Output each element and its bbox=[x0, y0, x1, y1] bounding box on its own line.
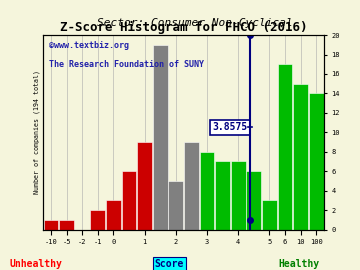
Text: The Research Foundation of SUNY: The Research Foundation of SUNY bbox=[49, 60, 204, 69]
Text: Score: Score bbox=[154, 259, 184, 269]
Text: 3.8575: 3.8575 bbox=[213, 122, 248, 133]
Text: ©www.textbiz.org: ©www.textbiz.org bbox=[49, 41, 129, 50]
Text: Unhealthy: Unhealthy bbox=[10, 259, 62, 269]
Bar bbox=[44, 220, 58, 229]
Bar bbox=[59, 220, 74, 229]
Bar bbox=[106, 200, 121, 230]
Text: Sector: Consumer Non-Cyclical: Sector: Consumer Non-Cyclical bbox=[96, 18, 292, 28]
Bar bbox=[293, 84, 308, 230]
Bar bbox=[153, 45, 168, 229]
Title: Z-Score Histogram for FHCO (2016): Z-Score Histogram for FHCO (2016) bbox=[60, 21, 307, 34]
Bar bbox=[90, 210, 105, 230]
Bar bbox=[246, 171, 261, 230]
Y-axis label: Number of companies (194 total): Number of companies (194 total) bbox=[34, 70, 40, 194]
Bar bbox=[309, 93, 324, 230]
Bar bbox=[278, 64, 292, 230]
Bar bbox=[199, 152, 215, 230]
Bar bbox=[122, 171, 136, 230]
Bar bbox=[168, 181, 183, 230]
Bar bbox=[137, 142, 152, 230]
Bar bbox=[262, 200, 277, 230]
Bar bbox=[184, 142, 199, 230]
Bar bbox=[231, 161, 246, 230]
Text: Healthy: Healthy bbox=[278, 259, 319, 269]
Bar bbox=[215, 161, 230, 230]
